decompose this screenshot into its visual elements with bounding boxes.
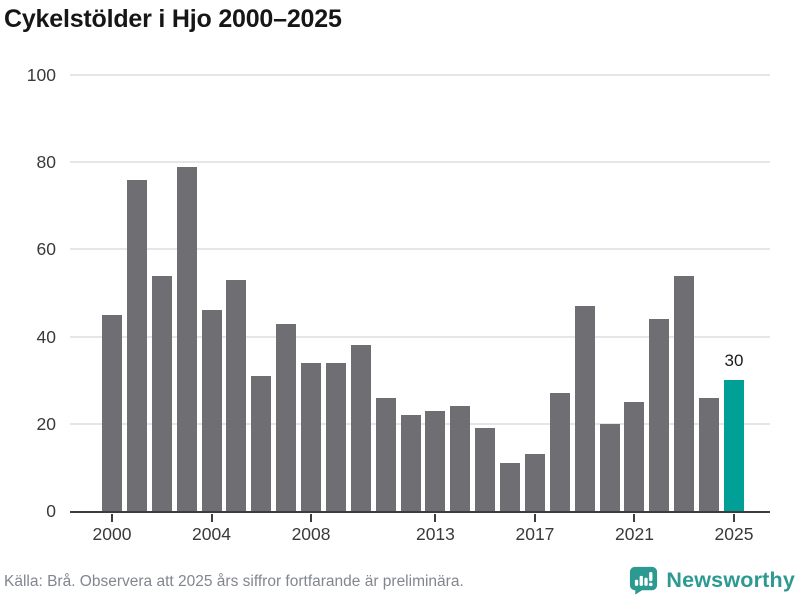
x-axis-tick-label: 2013 <box>415 524 455 544</box>
bar-2024 <box>699 397 720 511</box>
x-axis-tick <box>434 513 437 522</box>
bar-2011 <box>375 397 396 511</box>
bar-2001 <box>126 179 147 511</box>
bar-2005 <box>226 279 247 511</box>
bar-2004 <box>201 310 222 511</box>
x-axis-tick-label: 2021 <box>615 524 654 544</box>
x-axis-tick <box>210 513 213 522</box>
bar-2023 <box>674 275 695 511</box>
bar-2017 <box>524 454 545 511</box>
newsworthy-wordmark: Newsworthy <box>666 568 795 592</box>
chart-title: Cykelstölder i Hjo 2000–2025 <box>4 5 342 33</box>
x-axis-tick <box>533 513 536 522</box>
bar-2009 <box>325 362 346 511</box>
x-axis-tick-label: 2008 <box>291 524 331 544</box>
bar-2013 <box>425 410 446 511</box>
x-axis-tick-label: 2000 <box>92 524 132 544</box>
bar-2020 <box>599 423 620 511</box>
gridline-100 <box>70 74 770 76</box>
bar-2003 <box>176 166 197 511</box>
bar-2008 <box>301 362 322 511</box>
gridline-60 <box>70 248 770 251</box>
bar-2021 <box>624 402 645 511</box>
x-axis-tick-label: 2025 <box>714 524 754 544</box>
y-axis-tick-label: 0 <box>46 501 56 521</box>
gridline-40 <box>70 335 770 338</box>
bar-2002 <box>151 275 172 511</box>
bar-value-label: 30 <box>724 351 744 371</box>
bar-2022 <box>649 319 670 511</box>
y-axis-tick-label: 80 <box>36 152 56 173</box>
bar-2014 <box>450 406 471 511</box>
x-axis-tick <box>310 513 313 522</box>
x-axis-tick <box>733 513 735 522</box>
newsworthy-logo-icon <box>627 564 660 597</box>
newsworthy-brand[interactable]: Newsworthy <box>627 564 795 597</box>
bar-2019 <box>574 306 595 511</box>
bar-2025 <box>724 380 744 511</box>
x-axis-tick <box>111 513 113 522</box>
y-axis-tick-label: 20 <box>36 413 56 434</box>
y-axis-tick-label: 40 <box>36 326 56 347</box>
bar-2018 <box>549 393 570 511</box>
bar-2012 <box>400 415 421 511</box>
x-axis-tick-label: 2004 <box>192 524 231 544</box>
bar-2016 <box>500 463 521 511</box>
y-axis: 0 20 40 60 80 100 <box>0 65 56 521</box>
bar-2006 <box>251 375 272 511</box>
source-note: Källa: Brå. Observera att 2025 års siffr… <box>4 573 464 590</box>
bar-2010 <box>350 345 371 511</box>
plot-area: 30 2000 2004 2008 2013 2017 2021 2025 <box>70 74 770 544</box>
x-axis-tick-label: 2017 <box>515 524 555 544</box>
bar-2015 <box>475 428 496 511</box>
y-axis-tick-label: 60 <box>36 239 56 260</box>
bar-2000 <box>102 314 122 511</box>
y-axis-tick-label: 100 <box>26 65 56 85</box>
bar-2007 <box>276 323 297 511</box>
gridline-80 <box>70 161 770 164</box>
x-axis-tick <box>633 513 636 522</box>
